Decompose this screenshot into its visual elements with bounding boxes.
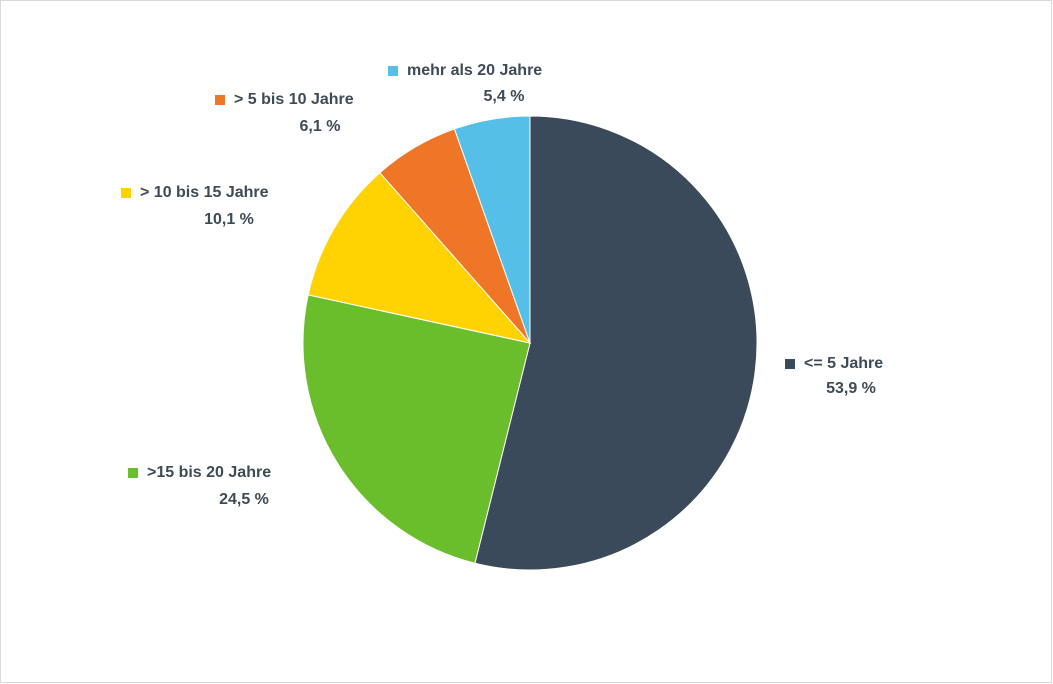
pie-slice <box>302 294 531 564</box>
legend-swatch <box>388 66 398 76</box>
pie-slice <box>307 172 532 344</box>
legend-swatch <box>128 468 138 478</box>
slice-value-label: 6,1 % <box>300 118 341 135</box>
slice-name: > 10 bis 15 Jahre <box>140 184 269 201</box>
pie-slice <box>474 115 758 571</box>
slice-name: >15 bis 20 Jahre <box>147 464 271 481</box>
pie-slice <box>453 115 531 344</box>
slice-value-label: 24,5 % <box>219 491 269 508</box>
slice-name: <= 5 Jahre <box>804 355 883 372</box>
slice-value-label: 10,1 % <box>204 211 254 228</box>
slice-value-label: 53,9 % <box>826 380 876 397</box>
legend-swatch <box>785 359 795 369</box>
slice-name: > 5 bis 10 Jahre <box>234 91 354 108</box>
legend-swatch <box>121 188 131 198</box>
slice-name: mehr als 20 Jahre <box>407 62 542 79</box>
slice-value-label: 5,4 % <box>484 88 525 105</box>
legend-swatch <box>215 95 225 105</box>
